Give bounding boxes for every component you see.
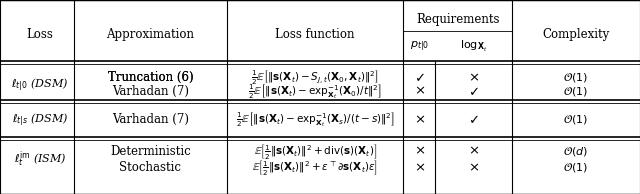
Text: Loss function: Loss function: [275, 28, 355, 42]
Text: $\frac{1}{2}\mathbb{E}\left[\|\mathbf{s}(\mathbf{X}_t) - S_{J,t}(\mathbf{X}_0, \: $\frac{1}{2}\mathbb{E}\left[\|\mathbf{s}…: [252, 68, 379, 87]
Text: $\times$: $\times$: [413, 85, 425, 98]
Text: Stochastic: Stochastic: [120, 161, 181, 174]
Text: Truncation (6): Truncation (6): [108, 71, 193, 84]
Text: Varhadan (7): Varhadan (7): [112, 85, 189, 98]
Text: $\times$: $\times$: [468, 145, 479, 158]
Text: $\mathcal{O}(1)$: $\mathcal{O}(1)$: [563, 161, 589, 174]
Text: $\mathbb{E}\left[\frac{1}{2}\|\mathbf{s}(\mathbf{X}_t)\|^2 + \varepsilon^\top \p: $\mathbb{E}\left[\frac{1}{2}\|\mathbf{s}…: [252, 158, 378, 177]
Text: Truncation (6): Truncation (6): [108, 71, 193, 84]
Text: Approximation: Approximation: [106, 28, 195, 42]
Text: Deterministic: Deterministic: [110, 145, 191, 158]
Text: $\times$: $\times$: [413, 113, 425, 126]
Text: $\ell_{t|0}$ (DSM): $\ell_{t|0}$ (DSM): [12, 76, 68, 93]
Text: $\mathcal{O}(1)$: $\mathcal{O}(1)$: [563, 85, 589, 98]
Text: $\checkmark$: $\checkmark$: [468, 113, 479, 126]
Text: $\mathcal{O}(d)$: $\mathcal{O}(d)$: [563, 145, 589, 158]
Text: $\frac{1}{2}\mathbb{E}\left[\|\mathbf{s}(\mathbf{X}_t) - \exp_{\mathbf{X}_t}^{-1: $\frac{1}{2}\mathbb{E}\left[\|\mathbf{s}…: [248, 82, 382, 100]
Text: $\times$: $\times$: [413, 161, 425, 174]
Text: $\times$: $\times$: [413, 145, 425, 158]
Text: $p_{t|0}$: $p_{t|0}$: [410, 40, 429, 53]
Text: $\frac{1}{2}\mathbb{E}\left[\|\mathbf{s}(\mathbf{X}_t) - \exp_{\mathbf{X}_t}^{-1: $\frac{1}{2}\mathbb{E}\left[\|\mathbf{s}…: [236, 111, 395, 129]
Text: $\log_{\mathbf{X}_t}$: $\log_{\mathbf{X}_t}$: [460, 39, 487, 54]
Text: $\ell_t^{\mathrm{im}}$ (ISM): $\ell_t^{\mathrm{im}}$ (ISM): [13, 150, 67, 169]
Text: $\mathbb{E}\left[\frac{1}{2}\|\mathbf{s}(\mathbf{X}_t)\|^2 + \mathrm{div}(\mathb: $\mathbb{E}\left[\frac{1}{2}\|\mathbf{s}…: [253, 142, 377, 161]
Text: $\times$: $\times$: [468, 161, 479, 174]
Text: $\mathcal{O}(1)$: $\mathcal{O}(1)$: [563, 113, 589, 126]
Text: Complexity: Complexity: [542, 28, 610, 42]
Text: $\ell_{t|s}$ (DSM): $\ell_{t|s}$ (DSM): [12, 112, 68, 128]
Text: Loss: Loss: [27, 28, 53, 42]
Text: $\times$: $\times$: [468, 71, 479, 84]
Text: $\checkmark$: $\checkmark$: [468, 85, 479, 98]
Text: Varhadan (7): Varhadan (7): [112, 113, 189, 126]
Text: Requirements: Requirements: [416, 13, 499, 26]
Text: $\mathcal{O}(1)$: $\mathcal{O}(1)$: [563, 71, 589, 84]
Text: $\checkmark$: $\checkmark$: [414, 71, 424, 84]
